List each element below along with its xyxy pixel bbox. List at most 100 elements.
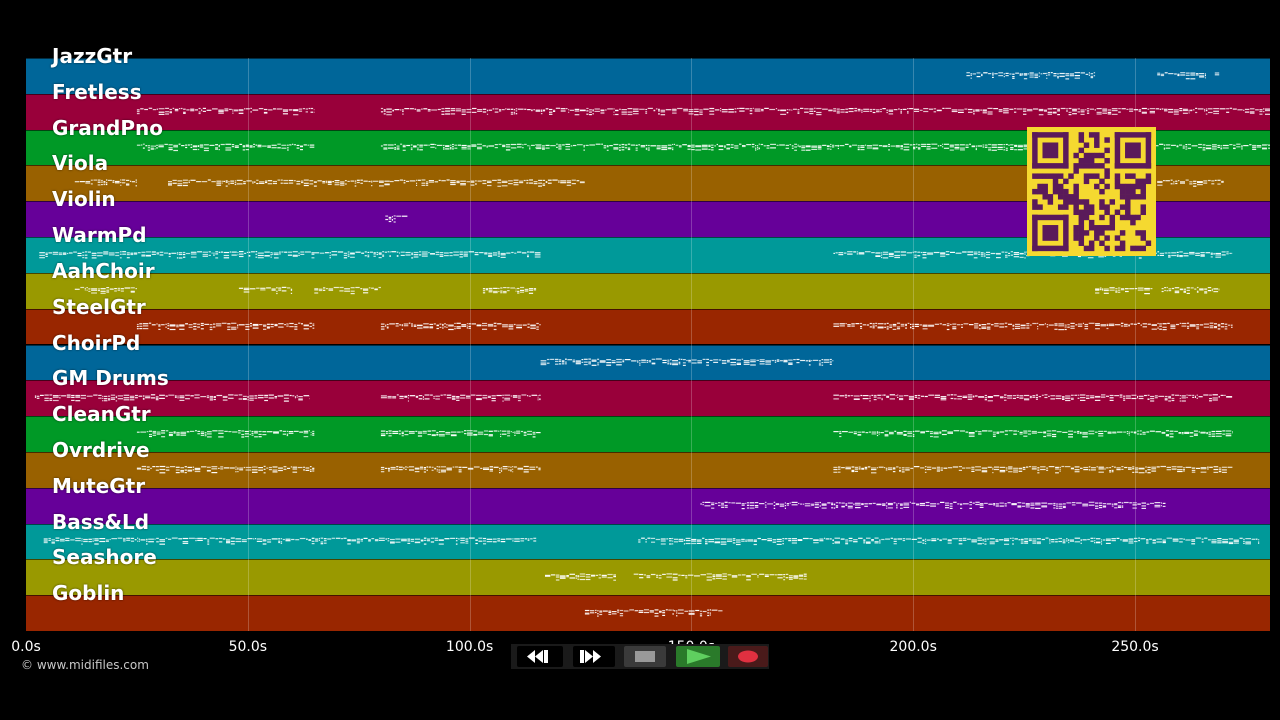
midi-note — [999, 502, 1004, 504]
midi-note — [197, 148, 200, 151]
midi-note — [276, 290, 278, 292]
midi-note — [1098, 471, 1104, 473]
midi-note — [1165, 434, 1169, 436]
midi-note — [1181, 433, 1184, 435]
midi-note — [1137, 322, 1140, 324]
midi-note — [565, 363, 567, 365]
midi-note — [1164, 252, 1168, 254]
midi-note — [1173, 181, 1175, 183]
midi-note — [387, 395, 392, 398]
midi-note — [400, 109, 402, 111]
midi-note — [436, 470, 438, 472]
midi-note — [252, 327, 259, 329]
midi-note — [436, 433, 439, 435]
midi-note — [211, 472, 218, 474]
midi-note — [1102, 505, 1107, 507]
fast-forward-button[interactable] — [573, 646, 615, 667]
midi-note — [669, 538, 672, 540]
midi-note — [1109, 470, 1112, 472]
midi-note — [896, 326, 901, 328]
play-button[interactable] — [676, 646, 720, 667]
midi-note — [718, 145, 724, 147]
midi-note — [1255, 109, 1259, 111]
midi-note — [736, 539, 741, 541]
midi-note — [427, 540, 431, 542]
midi-note — [550, 358, 555, 360]
midi-note — [112, 180, 115, 182]
midi-note — [837, 145, 839, 147]
midi-note — [1114, 507, 1118, 509]
midi-note — [767, 540, 772, 542]
midi-note — [396, 466, 399, 468]
midi-note — [829, 538, 832, 540]
track-lane[interactable] — [26, 93, 1270, 130]
midi-note — [245, 323, 250, 326]
midi-note — [534, 254, 541, 256]
midi-note — [1201, 538, 1204, 540]
midi-note — [900, 503, 903, 505]
midi-note — [385, 325, 387, 327]
midi-note — [1217, 146, 1220, 148]
midi-note — [271, 538, 278, 540]
midi-note — [1109, 324, 1115, 327]
midi-note — [826, 145, 830, 147]
track-lane[interactable] — [26, 487, 1270, 524]
midi-note — [455, 537, 458, 539]
midi-note — [916, 503, 920, 505]
midi-note — [169, 111, 172, 113]
midi-note — [968, 111, 973, 113]
track-lane[interactable] — [26, 272, 1270, 309]
midi-note — [152, 432, 157, 434]
midi-note — [727, 574, 732, 576]
midi-note — [255, 144, 257, 146]
midi-note — [930, 432, 933, 435]
midi-note — [465, 538, 469, 540]
midi-note — [986, 323, 991, 325]
track-lane[interactable] — [26, 451, 1270, 488]
midi-note — [510, 143, 517, 146]
track-lane[interactable] — [26, 416, 1270, 452]
midi-note — [579, 578, 586, 581]
midi-note — [81, 543, 83, 545]
midi-note — [1178, 180, 1180, 182]
midi-note — [498, 290, 500, 293]
midi-note — [727, 359, 730, 361]
midi-note — [427, 430, 432, 432]
midi-note — [443, 394, 447, 396]
stop-button[interactable] — [624, 646, 666, 667]
midi-note — [292, 143, 294, 145]
midi-note — [662, 359, 667, 361]
midi-note — [1080, 539, 1082, 542]
midi-note — [119, 253, 122, 255]
midi-note — [542, 183, 546, 185]
rewind-button[interactable] — [517, 646, 563, 667]
midi-note — [1003, 144, 1006, 146]
midi-note — [691, 144, 695, 146]
midi-note — [886, 328, 889, 330]
midi-note — [428, 181, 434, 183]
midi-note — [1160, 73, 1165, 75]
midi-note — [505, 144, 511, 146]
midi-note — [866, 541, 871, 543]
midi-note — [635, 144, 638, 146]
midi-note — [569, 573, 575, 575]
track-lane[interactable] — [26, 308, 1270, 345]
midi-note — [885, 469, 888, 471]
track-label: WarmPd — [52, 223, 147, 248]
record-button[interactable] — [728, 646, 768, 667]
midi-note — [256, 538, 263, 540]
midi-note — [211, 252, 213, 254]
midi-note — [344, 288, 350, 290]
midi-note — [120, 179, 122, 181]
midi-note — [130, 287, 135, 289]
midi-note — [136, 328, 139, 330]
midi-note — [527, 254, 529, 256]
midi-note — [446, 397, 452, 399]
midi-note — [1011, 504, 1017, 506]
midi-note — [263, 111, 268, 114]
midi-note — [1088, 72, 1090, 74]
midi-note — [1154, 502, 1161, 504]
midi-note — [173, 144, 178, 146]
midi-note — [709, 612, 711, 614]
midi-note — [103, 253, 109, 255]
